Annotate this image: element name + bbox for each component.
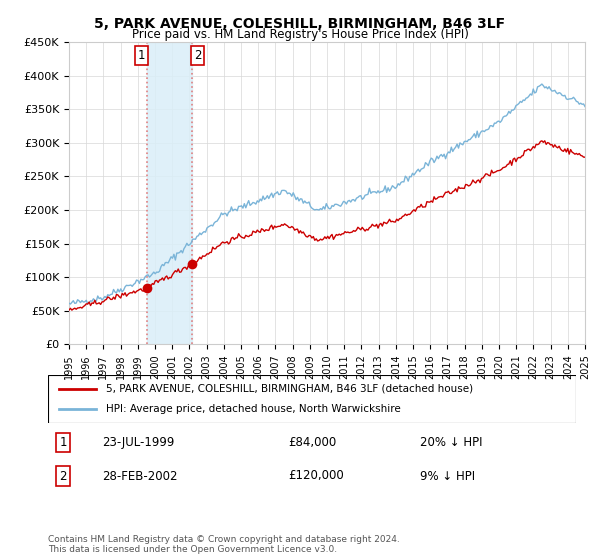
Text: 5, PARK AVENUE, COLESHILL, BIRMINGHAM, B46 3LF (detached house): 5, PARK AVENUE, COLESHILL, BIRMINGHAM, B… bbox=[106, 384, 473, 394]
Text: HPI: Average price, detached house, North Warwickshire: HPI: Average price, detached house, Nort… bbox=[106, 404, 401, 414]
Text: 5, PARK AVENUE, COLESHILL, BIRMINGHAM, B46 3LF: 5, PARK AVENUE, COLESHILL, BIRMINGHAM, B… bbox=[94, 17, 506, 31]
Text: 2: 2 bbox=[194, 49, 201, 62]
Text: 2: 2 bbox=[59, 469, 67, 483]
Text: 1: 1 bbox=[59, 436, 67, 449]
Text: 23-JUL-1999: 23-JUL-1999 bbox=[102, 436, 175, 449]
Bar bbox=[147, 42, 192, 344]
Text: £120,000: £120,000 bbox=[288, 469, 344, 483]
Text: 28-FEB-2002: 28-FEB-2002 bbox=[102, 469, 178, 483]
Text: 20% ↓ HPI: 20% ↓ HPI bbox=[420, 436, 482, 449]
Text: Price paid vs. HM Land Registry's House Price Index (HPI): Price paid vs. HM Land Registry's House … bbox=[131, 28, 469, 41]
Text: Contains HM Land Registry data © Crown copyright and database right 2024.
This d: Contains HM Land Registry data © Crown c… bbox=[48, 535, 400, 554]
Text: 1: 1 bbox=[138, 49, 146, 62]
Text: 9% ↓ HPI: 9% ↓ HPI bbox=[420, 469, 475, 483]
Text: £84,000: £84,000 bbox=[288, 436, 336, 449]
